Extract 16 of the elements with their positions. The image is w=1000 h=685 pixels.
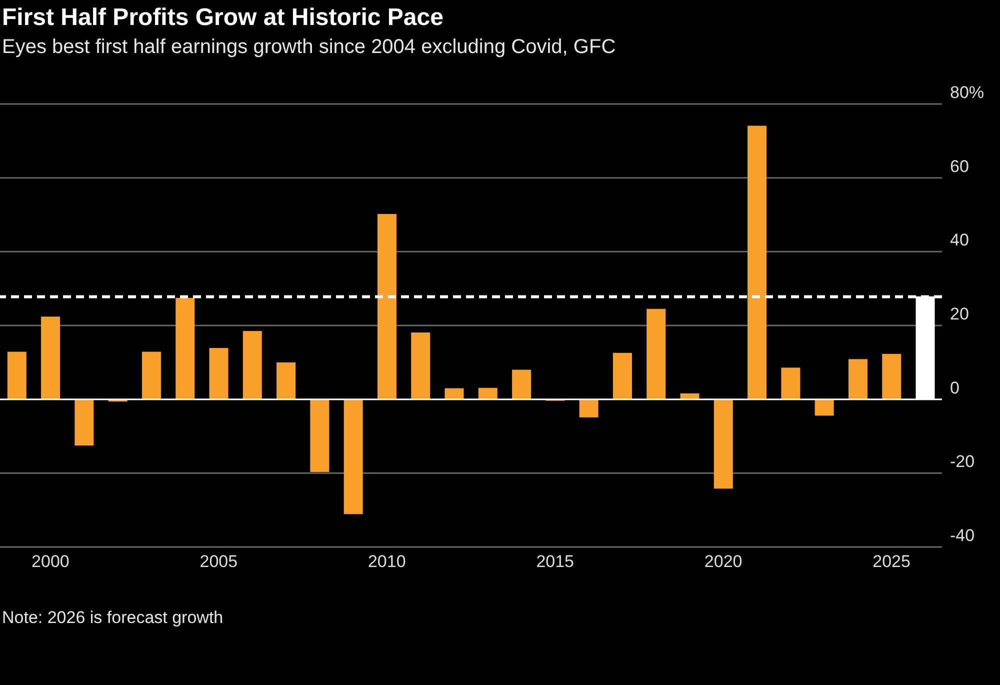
chart-title: First Half Profits Grow at Historic Pace <box>2 4 444 32</box>
y-tick-label: 20 <box>950 304 969 324</box>
text: Note: 2026 is forecast growth <box>2 607 224 629</box>
chart-subtitle: Eyes best first half earnings growth since 2004 excluding Covid, GFC <box>2 36 616 59</box>
x-tick-label: 2020 <box>704 552 742 572</box>
y-tick-label: 0 <box>950 378 960 398</box>
x-tick-label: 2015 <box>536 552 574 572</box>
x-tick-label: 2010 <box>368 552 406 572</box>
x-tick-label: 2005 <box>200 552 238 572</box>
y-tick-label: -20 <box>950 452 975 472</box>
y-tick-label: 40 <box>950 230 969 250</box>
y-tick-label: 80% <box>950 83 984 102</box>
y-tick-label: -40 <box>950 526 975 546</box>
x-tick-label: 2025 <box>872 552 910 572</box>
y-tick-label: 60 <box>950 156 969 176</box>
x-tick-label: 2000 <box>32 552 70 572</box>
